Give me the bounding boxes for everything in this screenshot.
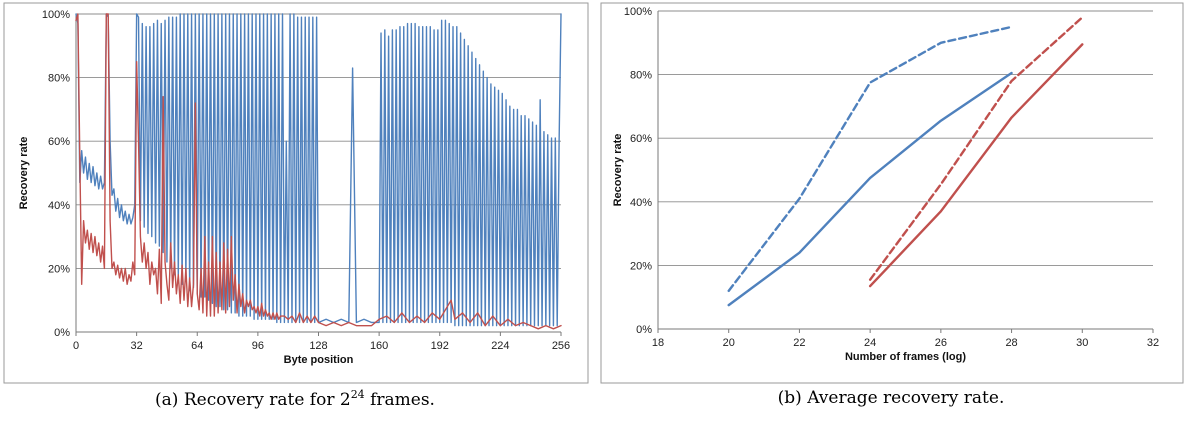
y-tick-label: 20% bbox=[48, 263, 70, 275]
x-tick-label: 192 bbox=[431, 340, 449, 352]
y-tick-label: 40% bbox=[48, 200, 70, 212]
series-line-4 bbox=[868, 43, 1084, 288]
x-tick-label: 18 bbox=[652, 337, 664, 349]
x-tick-label: 96 bbox=[252, 340, 264, 352]
series-line-3 bbox=[868, 16, 1084, 281]
chart-frame bbox=[600, 2, 1184, 384]
y-tick-label: 60% bbox=[48, 136, 70, 148]
caption-a-suffix: frames. bbox=[364, 390, 435, 410]
series-line-2 bbox=[727, 71, 1013, 307]
series-line-1 bbox=[727, 25, 1013, 293]
x-tick-label: 64 bbox=[191, 340, 203, 352]
x-tick-label: 30 bbox=[1076, 337, 1088, 349]
chart-panel-a: 0% 20% 40% 60% 80% 100% 0 32 64 96 128 160 192 224 256… bbox=[0, 0, 590, 430]
caption-a: (a) Recovery rate for 224 frames. bbox=[0, 388, 590, 410]
x-tick-label: 22 bbox=[793, 337, 805, 349]
x-axis-title: Number of frames (log) bbox=[845, 351, 966, 363]
x-tick-label: 224 bbox=[491, 340, 509, 352]
x-tick-label: 128 bbox=[309, 340, 327, 352]
series-line-1 bbox=[75, 13, 562, 327]
frames-chart: 0% 20% 40% 60% 80% 100% 18 20 22 24 26 28 30 32 Number… bbox=[600, 2, 1184, 384]
y-tick-label: 40% bbox=[630, 197, 652, 209]
x-tick-label: 32 bbox=[1147, 337, 1159, 349]
y-tick-label: 80% bbox=[48, 73, 70, 85]
x-tick-label: 0 bbox=[73, 340, 79, 352]
series-line-2 bbox=[75, 13, 562, 330]
x-tick-label: 24 bbox=[864, 337, 876, 349]
y-tick-label: 100% bbox=[42, 9, 70, 21]
y-tick-label: 0% bbox=[636, 324, 652, 336]
byte-position-chart: 0% 20% 40% 60% 80% 100% 0 32 64 96 128 160 192 224 256… bbox=[3, 2, 589, 384]
y-tick-label: 0% bbox=[54, 327, 70, 339]
y-tick-label: 80% bbox=[630, 70, 652, 82]
x-axis-title: Byte position bbox=[284, 354, 354, 366]
y-tick-label: 100% bbox=[624, 6, 652, 18]
x-tick-label: 28 bbox=[1005, 337, 1017, 349]
y-axis-title: Recovery rate bbox=[18, 137, 30, 210]
y-axis-title: Recovery rate bbox=[612, 134, 624, 207]
chart-panel-b: 0% 20% 40% 60% 80% 100% 18 20 22 24 26 28 30 32 Number… bbox=[597, 0, 1185, 430]
y-tick-label: 20% bbox=[630, 260, 652, 272]
caption-a-prefix: (a) Recovery rate for 2 bbox=[155, 390, 351, 410]
x-tick-label: 26 bbox=[935, 337, 947, 349]
caption-b: (b) Average recovery rate. bbox=[777, 388, 1005, 408]
caption-a-exponent: 24 bbox=[350, 388, 365, 401]
y-tick-label: 60% bbox=[630, 133, 652, 145]
x-tick-label: 20 bbox=[723, 337, 735, 349]
x-tick-label: 160 bbox=[370, 340, 388, 352]
x-tick-label: 256 bbox=[552, 340, 570, 352]
x-tick-label: 32 bbox=[131, 340, 143, 352]
